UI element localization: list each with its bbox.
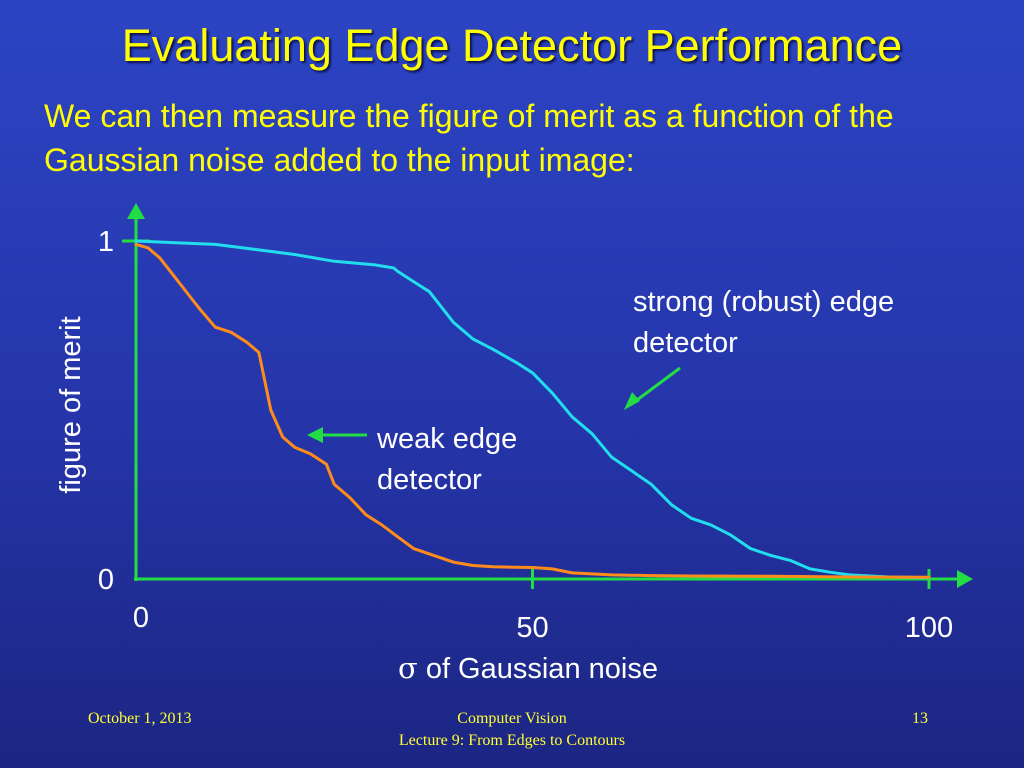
footer-page-number: 13 xyxy=(912,710,928,727)
chart-series xyxy=(134,239,931,580)
strong-series-label-line-1: strong (robust) edge xyxy=(633,286,894,318)
x-tick-label-50: 50 xyxy=(516,612,548,644)
footer-course-info: Computer Vision Lecture 9: From Edges to… xyxy=(312,708,712,752)
slide-title: Evaluating Edge Detector Performance xyxy=(121,20,903,71)
weak-series-label-line-2: detector xyxy=(377,464,482,496)
y-axis-label: figure of merit xyxy=(55,316,87,493)
x-axis-label: σ of Gaussian noise xyxy=(398,651,658,685)
weak-series-label-line-1: weak edge xyxy=(376,423,517,455)
x-axis-arrowhead xyxy=(957,570,973,588)
footer-lecture: Lecture 9: From Edges to Contours xyxy=(398,732,626,749)
footer-date: October 1, 2013 xyxy=(88,710,192,727)
y-tick-label-0: 0 xyxy=(98,564,114,596)
x-tick-label-0: 0 xyxy=(133,602,149,634)
footer-course: Computer Vision xyxy=(457,710,567,727)
x-tick-label-100: 100 xyxy=(905,612,953,644)
strong-detector-line xyxy=(134,239,931,580)
strong-series-label-line-2: detector xyxy=(633,327,738,359)
strong-series-pointer-arrow xyxy=(632,366,681,405)
strong-series-label: strong (robust) edge detector xyxy=(633,286,902,359)
sigma-symbol: σ xyxy=(398,651,418,685)
weak-detector-line xyxy=(134,242,931,579)
y-tick-label-1: 1 xyxy=(98,226,114,258)
strong-series-pointer-arrowhead xyxy=(624,392,640,410)
x-axis-label-text: of Gaussian noise xyxy=(426,653,658,685)
slide-subtitle: We can then measure the figure of merit … xyxy=(44,98,894,178)
weak-series-pointer-arrowhead xyxy=(307,427,323,443)
y-axis-arrowhead xyxy=(127,203,145,219)
weak-series-label: weak edge detector xyxy=(376,423,525,496)
